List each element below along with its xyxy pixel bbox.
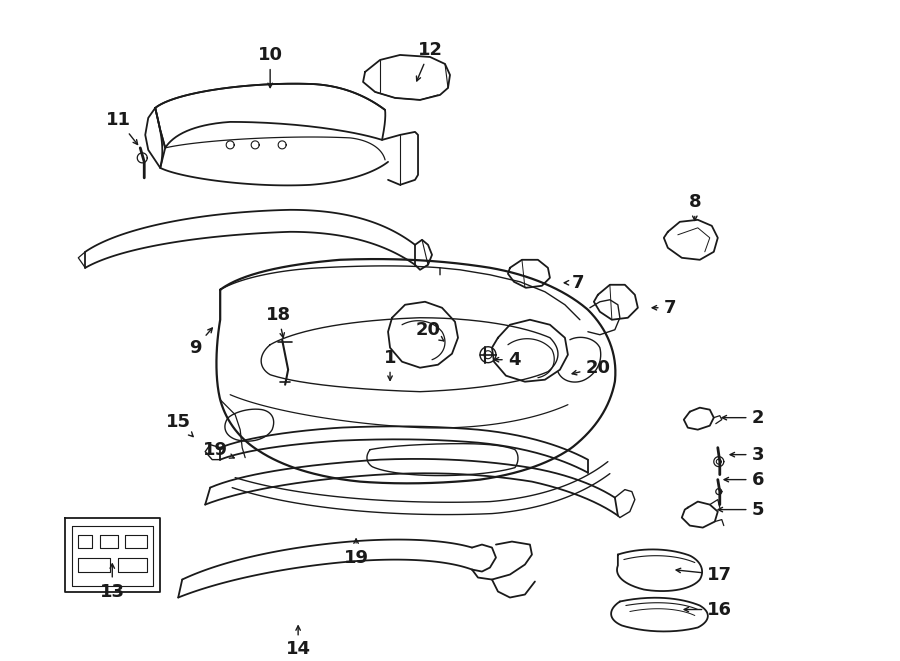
Text: 20: 20 (416, 321, 444, 341)
Text: 18: 18 (266, 306, 291, 338)
Text: 17: 17 (676, 566, 733, 584)
Text: 16: 16 (684, 600, 733, 619)
Text: 13: 13 (100, 564, 125, 601)
Text: 1: 1 (383, 349, 396, 380)
Text: 7: 7 (652, 299, 676, 317)
Text: 12: 12 (417, 41, 443, 81)
Text: 7: 7 (564, 274, 584, 292)
Text: 6: 6 (724, 471, 764, 488)
Text: 8: 8 (688, 193, 701, 221)
Text: 10: 10 (257, 46, 283, 88)
Text: 9: 9 (189, 328, 212, 357)
Text: 4: 4 (494, 351, 520, 369)
Text: 19: 19 (202, 441, 234, 459)
Text: 20: 20 (572, 359, 610, 377)
Text: 5: 5 (718, 500, 764, 519)
Text: 14: 14 (285, 626, 310, 658)
Text: 3: 3 (730, 446, 764, 463)
Text: 2: 2 (722, 408, 764, 426)
Text: 19: 19 (344, 539, 369, 566)
Text: 15: 15 (166, 412, 194, 436)
Text: 11: 11 (106, 111, 138, 145)
